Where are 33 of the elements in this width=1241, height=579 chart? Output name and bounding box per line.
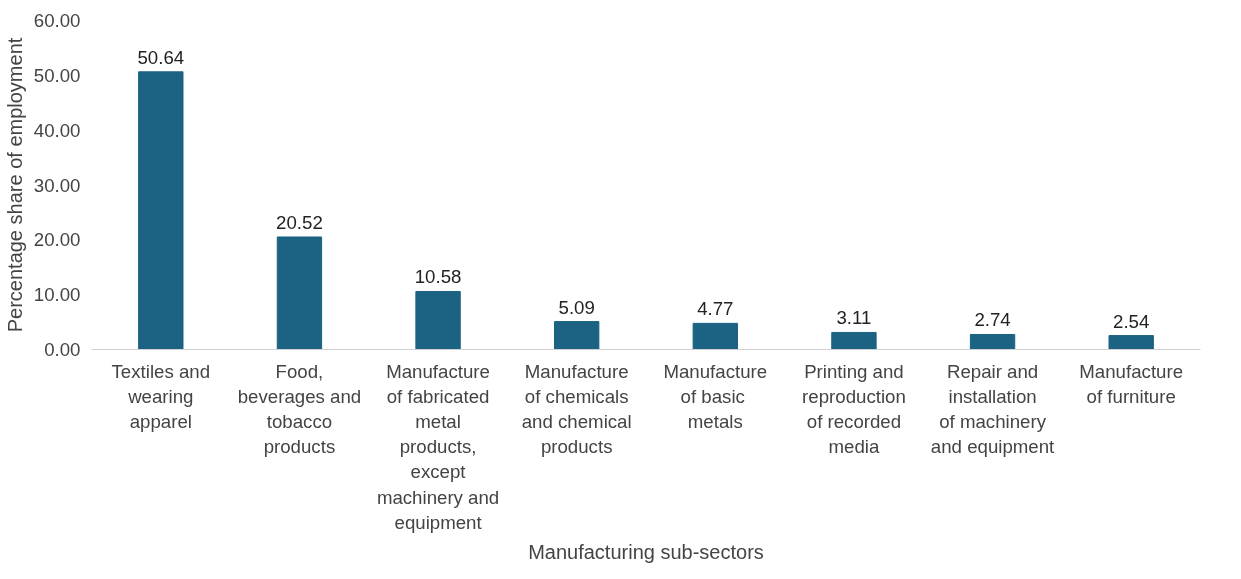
y-tick-label: 10.00 [33,284,81,306]
x-tick-label: Manufacture of fabricated metal products, except machinery and equipment [376,360,500,533]
data-label: 3.11 [836,307,872,329]
data-label: 20.52 [276,211,323,233]
y-tick-label: 60.00 [33,10,81,31]
x-tick-label: Manufacture of chemicals and chemical products [521,360,632,458]
bar [692,322,738,350]
data-label: 10.58 [414,266,462,288]
x-tick-label: Manufacture of basic metals [663,360,768,432]
x-tick-label: Manufacture of furniture [1079,360,1184,407]
x-tick-label: Printing and reproduction of recorded media [802,360,906,458]
y-tick-label: 30.00 [33,174,81,196]
bar [554,321,600,350]
bar [831,331,877,350]
data-label: 2.54 [1113,310,1150,332]
x-tick-label: Textiles and wearing apparel [111,360,211,432]
x-axis-title: Manufacturing sub-sectors [528,540,764,563]
bar [415,290,461,350]
bar [1108,335,1154,350]
bar [969,333,1016,350]
bar [276,236,323,350]
x-tick-label: Food, beverages and tobacco products [237,360,362,458]
y-tick-label: 0.00 [44,339,81,360]
y-tick-label: 40.00 [33,119,81,141]
data-label: 5.09 [558,296,595,318]
data-label: 50.64 [137,46,185,68]
y-tick-label: 20.00 [33,229,81,251]
x-tick-label: Repair and installation of machinery and equipment [930,360,1056,458]
data-label: 2.74 [974,309,1011,331]
data-label: 4.77 [697,298,734,320]
y-tick-label: 50.00 [33,64,81,86]
y-axis-title: Percentage share of employment [3,37,26,333]
bar [138,71,184,350]
